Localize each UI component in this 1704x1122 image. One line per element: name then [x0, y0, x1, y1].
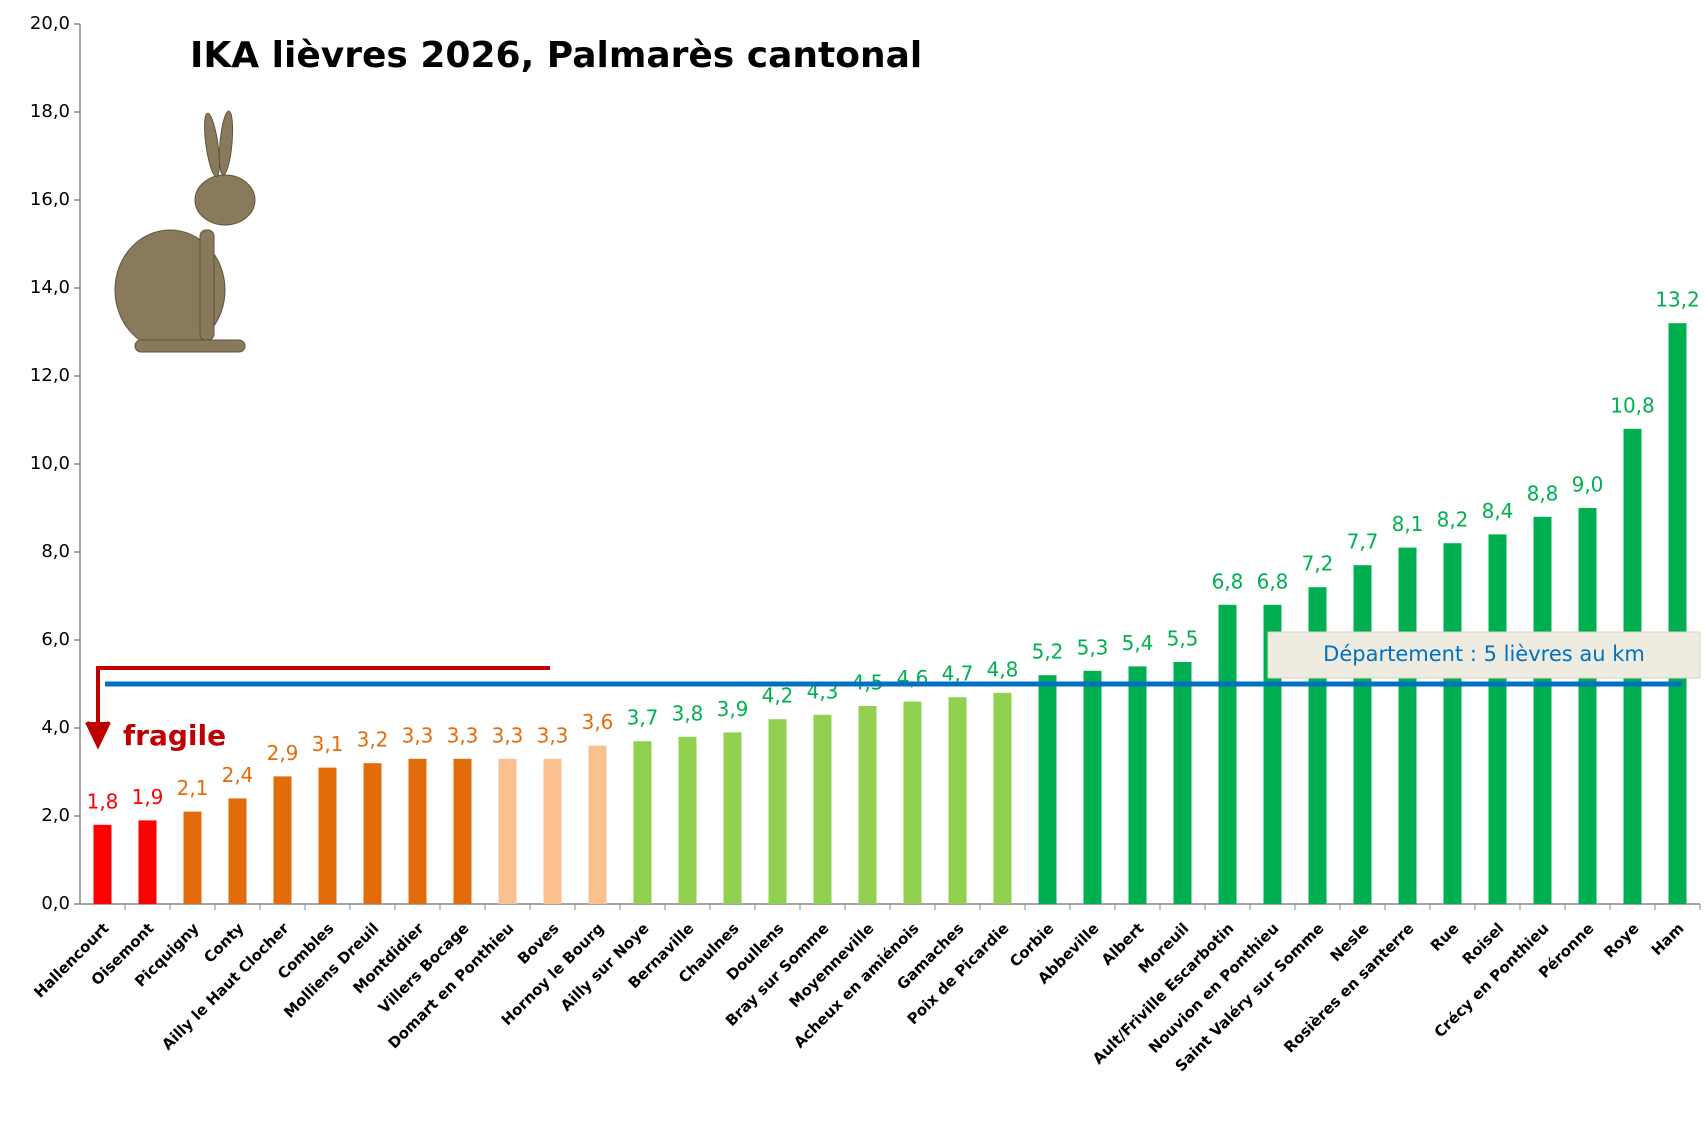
value-label: 3,3 — [537, 723, 569, 747]
bar — [903, 701, 922, 904]
bar — [1488, 534, 1507, 904]
bar — [318, 767, 337, 904]
value-label: 8,4 — [1482, 499, 1514, 523]
value-label: 3,3 — [447, 723, 479, 747]
y-tick-label: 2,0 — [41, 805, 70, 826]
bar — [1533, 516, 1552, 904]
y-tick-label: 12,0 — [30, 365, 70, 386]
value-label: 3,1 — [312, 732, 344, 756]
fragile-arrow — [85, 666, 550, 750]
bar — [723, 732, 742, 904]
bar — [1353, 565, 1372, 904]
y-tick-label: 0,0 — [41, 893, 70, 914]
value-label: 8,1 — [1392, 512, 1424, 536]
value-label: 1,9 — [132, 785, 164, 809]
bar — [453, 758, 472, 904]
value-label: 2,4 — [222, 763, 254, 787]
bar — [993, 692, 1012, 904]
value-label: 4,8 — [987, 657, 1019, 681]
value-label: 8,8 — [1527, 481, 1559, 505]
y-tick-label: 18,0 — [30, 101, 70, 122]
value-label: 10,8 — [1610, 393, 1655, 417]
value-label: 5,5 — [1167, 627, 1199, 651]
bar — [543, 758, 562, 904]
x-tick-label: Ham — [1648, 919, 1688, 959]
bar — [948, 697, 967, 904]
value-label: 3,3 — [402, 723, 434, 747]
bar — [768, 719, 787, 904]
value-label: 3,3 — [492, 723, 524, 747]
y-tick-label: 8,0 — [41, 541, 70, 562]
bar — [1263, 604, 1282, 904]
annotation: fragile — [123, 719, 226, 752]
x-tick-label: Rue — [1427, 919, 1463, 955]
x-tick-label: Roye — [1600, 919, 1642, 961]
value-label: 6,8 — [1257, 569, 1289, 593]
bar — [498, 758, 517, 904]
bar — [813, 714, 832, 904]
value-label: 3,2 — [357, 728, 389, 752]
bar — [858, 706, 877, 904]
bar — [228, 798, 247, 904]
value-label: 7,7 — [1347, 530, 1379, 554]
bar — [1398, 547, 1417, 904]
bar — [1083, 670, 1102, 904]
bar — [1173, 662, 1192, 904]
value-label: 8,2 — [1437, 508, 1469, 532]
bar — [678, 736, 697, 904]
hare-illustration — [114, 110, 256, 353]
chart-title: IKA lièvres 2026, Palmarès cantonal — [190, 35, 922, 76]
bar — [93, 824, 112, 904]
bar — [633, 741, 652, 904]
value-label: 7,2 — [1302, 552, 1334, 576]
y-tick-label: 6,0 — [41, 629, 70, 650]
value-label: 5,2 — [1032, 640, 1064, 664]
value-label: 6,8 — [1212, 569, 1244, 593]
value-label: 2,9 — [267, 741, 299, 765]
value-label: 5,3 — [1077, 635, 1109, 659]
value-label: 13,2 — [1655, 288, 1700, 312]
bar — [1218, 604, 1237, 904]
bar — [1668, 323, 1687, 904]
bar — [363, 763, 382, 904]
bar — [273, 776, 292, 904]
value-label: 4,2 — [762, 684, 794, 708]
value-label: 9,0 — [1572, 473, 1604, 497]
reference-label-box — [1267, 631, 1701, 679]
value-label: 3,9 — [717, 697, 749, 721]
bar — [1038, 675, 1057, 904]
value-label: 3,7 — [627, 706, 659, 730]
value-label: 1,8 — [87, 789, 119, 813]
y-tick-label: 16,0 — [30, 189, 70, 210]
value-label: 2,1 — [177, 776, 209, 800]
bar — [1443, 543, 1462, 904]
y-tick-label: 4,0 — [41, 717, 70, 738]
value-label: 5,4 — [1122, 631, 1154, 655]
bar — [408, 758, 427, 904]
y-tick-label: 10,0 — [30, 453, 70, 474]
y-tick-label: 20,0 — [30, 13, 70, 34]
bar — [1128, 666, 1147, 904]
reference-label: Département : 5 lièvres au km — [1323, 642, 1645, 666]
bar — [588, 745, 607, 904]
bar — [1578, 508, 1597, 904]
value-label: 3,8 — [672, 701, 704, 725]
bar — [138, 820, 157, 904]
y-tick-label: 14,0 — [30, 277, 70, 298]
bar — [183, 811, 202, 904]
value-label: 3,6 — [582, 710, 614, 734]
